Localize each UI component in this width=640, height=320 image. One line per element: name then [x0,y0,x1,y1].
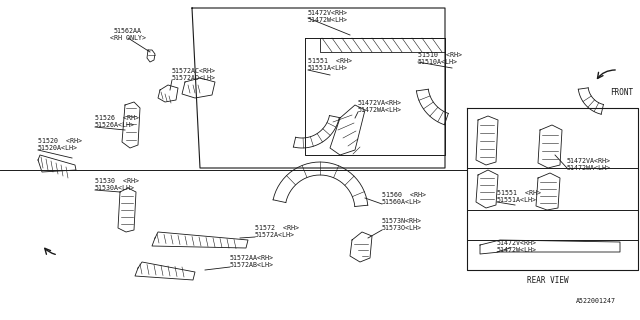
Text: 51572AA<RH>
51572AB<LH>: 51572AA<RH> 51572AB<LH> [230,255,274,268]
Text: 51573N<RH>
51573O<LH>: 51573N<RH> 51573O<LH> [382,218,422,231]
Text: 51551  <RH>
51551A<LH>: 51551 <RH> 51551A<LH> [497,190,541,203]
Text: REAR VIEW: REAR VIEW [527,276,569,285]
Text: 51551  <RH>
51551A<LH>: 51551 <RH> 51551A<LH> [308,58,352,71]
Text: 51530  <RH>
51530A<LH>: 51530 <RH> 51530A<LH> [95,178,139,191]
Text: 51560  <RH>
51560A<LH>: 51560 <RH> 51560A<LH> [382,192,426,205]
Text: FRONT: FRONT [610,88,633,97]
Text: 51572AC<RH>
51572AD<LH>: 51572AC<RH> 51572AD<LH> [172,68,216,81]
Text: 51572  <RH>
51572A<LH>: 51572 <RH> 51572A<LH> [255,225,299,238]
Text: 51562AA
<RH ONLY>: 51562AA <RH ONLY> [110,28,146,41]
Text: 51520  <RH>
51520A<LH>: 51520 <RH> 51520A<LH> [38,138,82,151]
Text: 51472V<RH>
51472W<LH>: 51472V<RH> 51472W<LH> [497,240,537,253]
Text: A522001247: A522001247 [576,298,616,304]
Text: 51526  <RH>
51526A<LH>: 51526 <RH> 51526A<LH> [95,115,139,128]
Text: 51472VA<RH>
51472WA<LH>: 51472VA<RH> 51472WA<LH> [358,100,402,113]
Text: 51472VA<RH>
51472WA<LH>: 51472VA<RH> 51472WA<LH> [567,158,611,171]
Text: 51510  <RH>
51510A<LH>: 51510 <RH> 51510A<LH> [418,52,462,65]
Text: 51472V<RH>
51472W<LH>: 51472V<RH> 51472W<LH> [308,10,348,23]
